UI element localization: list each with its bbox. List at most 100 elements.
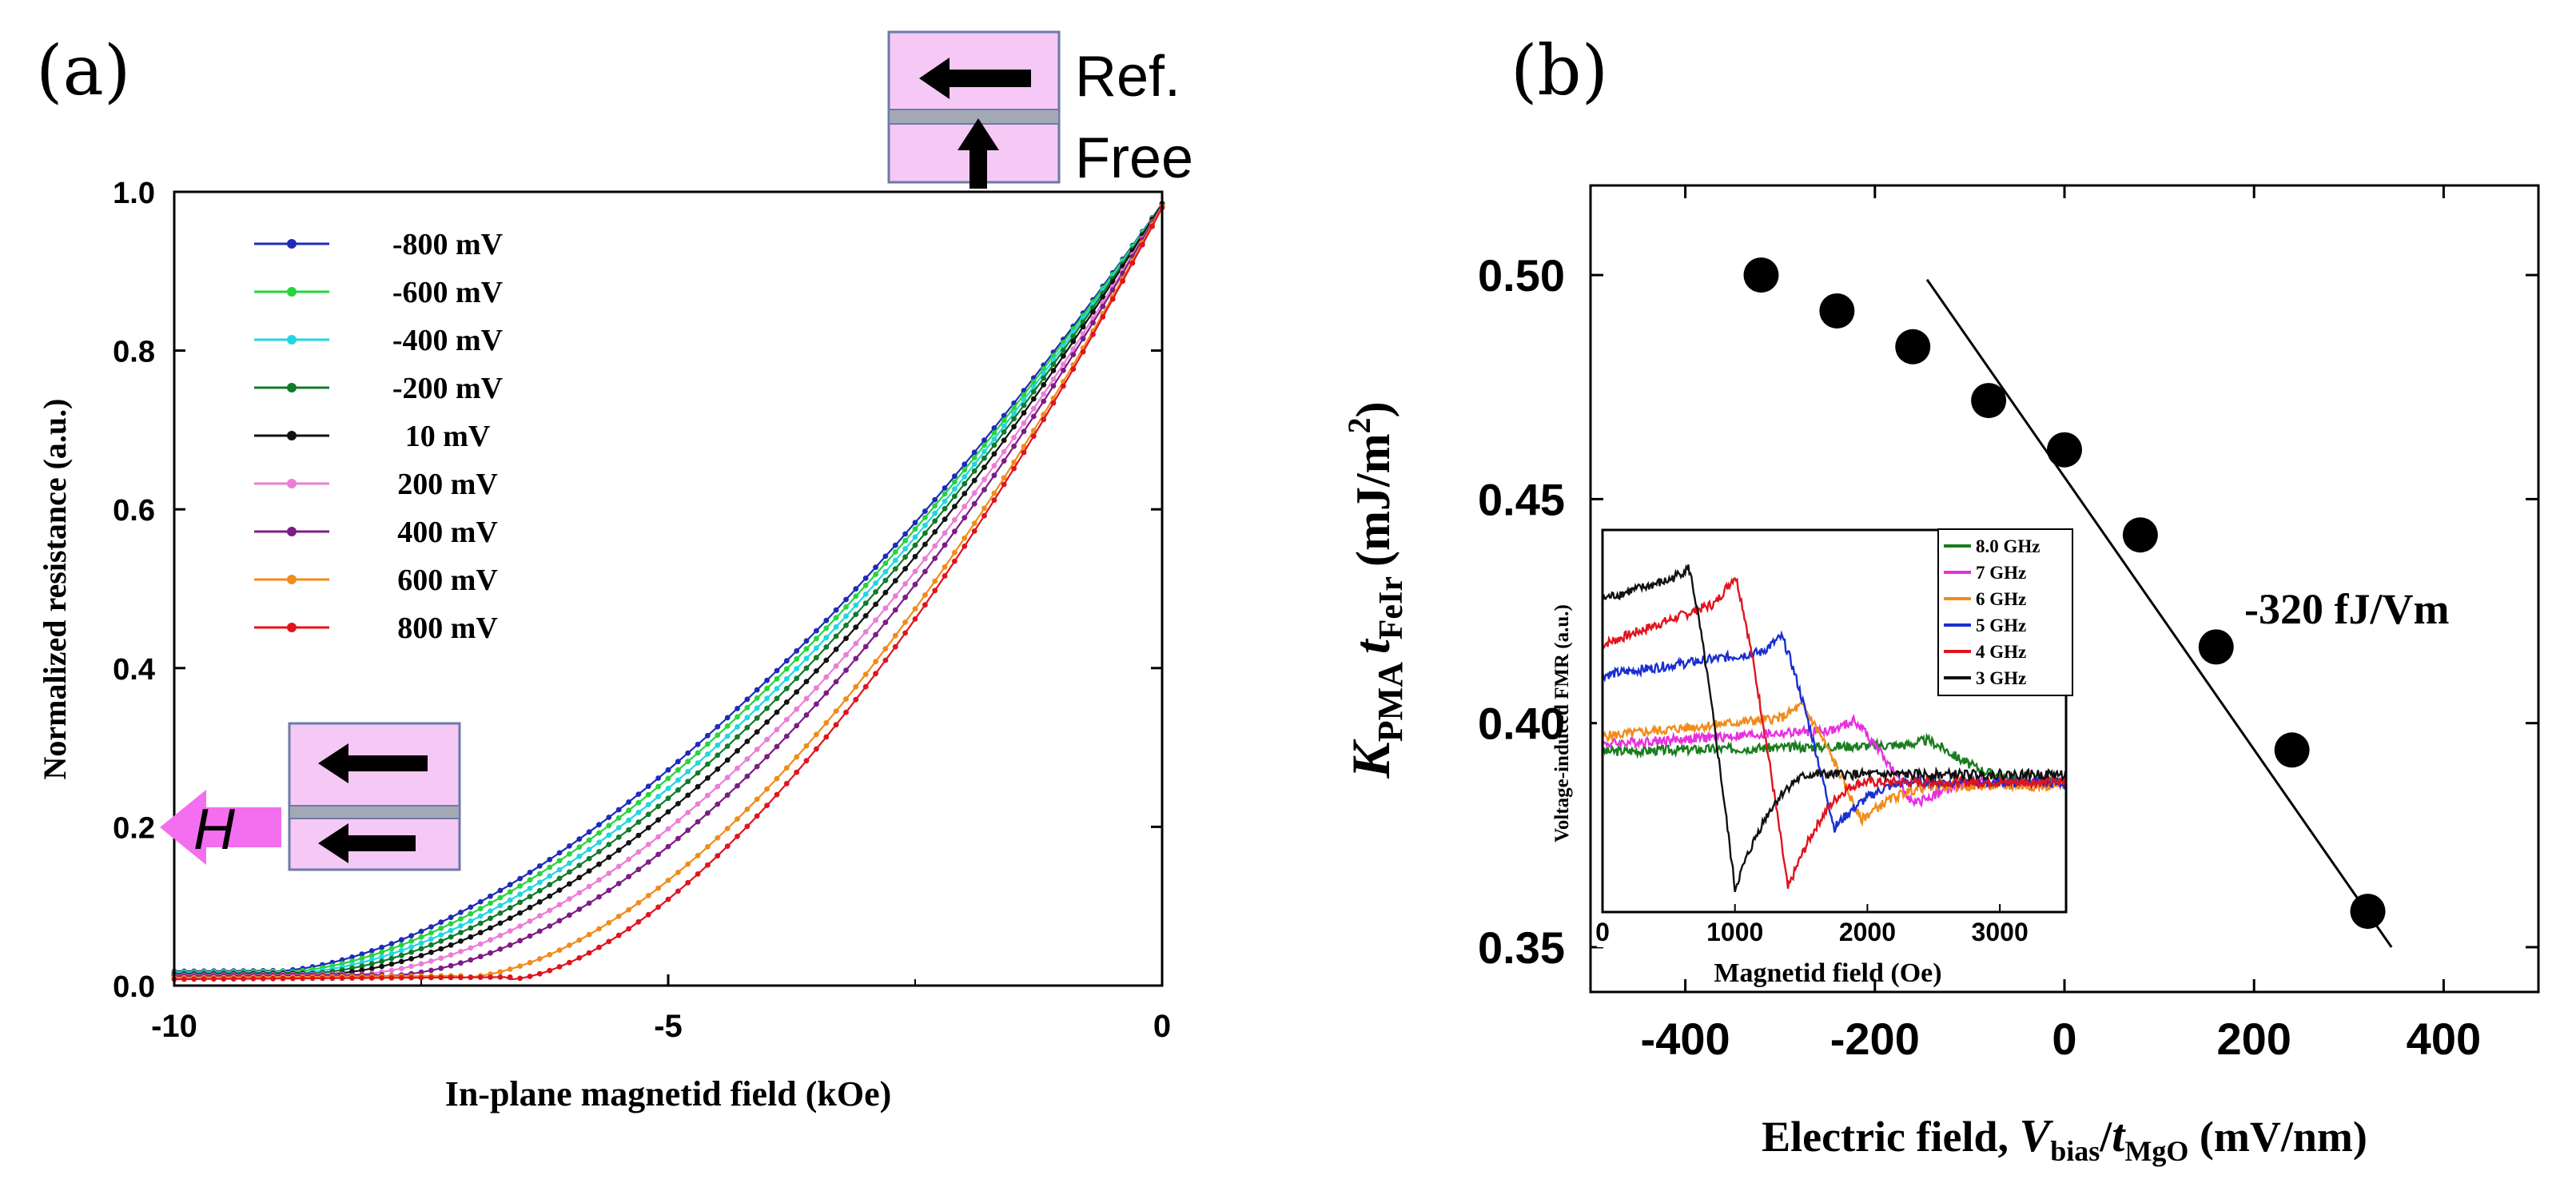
series-point xyxy=(981,442,987,448)
series-point xyxy=(556,964,563,970)
series-point xyxy=(695,741,701,747)
series-point xyxy=(724,775,731,781)
legend-marker xyxy=(287,335,297,345)
series-point xyxy=(536,956,543,962)
series-point xyxy=(803,638,810,644)
series-point xyxy=(754,747,760,752)
series-point xyxy=(685,768,691,775)
series-point xyxy=(497,887,504,894)
series-point xyxy=(1120,278,1125,285)
series-point xyxy=(952,549,958,556)
series-point xyxy=(744,823,751,830)
series-point xyxy=(695,783,701,790)
series-point xyxy=(1021,444,1027,449)
series-point xyxy=(655,783,661,790)
series-point xyxy=(488,925,493,931)
series-point xyxy=(892,578,898,584)
series-point xyxy=(882,657,889,663)
series-point xyxy=(567,896,572,902)
series-point xyxy=(615,863,622,870)
series-point xyxy=(803,646,810,652)
series-point xyxy=(971,520,977,526)
series-point xyxy=(359,955,365,962)
series-point xyxy=(892,557,898,564)
series-point xyxy=(1011,459,1017,465)
series-point xyxy=(665,826,671,832)
panel-a-y-tick-label: 1.0 xyxy=(113,177,155,210)
series-point xyxy=(814,645,819,651)
series-point xyxy=(606,842,612,847)
series-point xyxy=(527,877,533,883)
series-point xyxy=(735,834,740,839)
panel-a-x-tick-label: -10 xyxy=(151,1009,197,1044)
series-point xyxy=(626,817,631,823)
series-point xyxy=(468,904,474,910)
series-point xyxy=(962,515,968,520)
series-point xyxy=(1021,402,1027,408)
series-point xyxy=(1021,392,1027,398)
series-point xyxy=(576,853,583,859)
series-point xyxy=(547,856,553,862)
series-point xyxy=(902,537,908,544)
legend-item: -800 mV xyxy=(254,228,504,261)
series-point xyxy=(398,937,404,943)
series-point xyxy=(981,505,987,512)
series-point xyxy=(567,851,572,857)
legend-marker xyxy=(287,575,297,584)
fmr-inset: 0 1000 2000 3000 8.0 GHz 7 GHz 6 GHz 5 GHz 4 GH… xyxy=(1551,528,2073,988)
data-point xyxy=(1743,257,1779,293)
series-point xyxy=(735,747,740,754)
series-point xyxy=(309,975,316,982)
series-point xyxy=(507,897,513,903)
series-point xyxy=(764,695,770,702)
series-point xyxy=(715,732,721,739)
series-point xyxy=(586,900,592,906)
series-point xyxy=(705,862,711,868)
series-point xyxy=(379,963,384,970)
series-point xyxy=(221,976,227,982)
legend-marker xyxy=(287,623,297,632)
series-point xyxy=(695,801,701,807)
panel-b-y-ticks: 0.35 0.40 0.45 0.50 xyxy=(1478,250,2538,973)
series-point xyxy=(862,613,869,619)
series-point xyxy=(181,976,187,982)
series-point xyxy=(497,910,504,916)
series-point xyxy=(635,832,642,839)
series-point xyxy=(902,554,908,560)
series-point xyxy=(428,936,434,942)
series-point xyxy=(517,938,523,944)
series-point xyxy=(576,937,583,943)
series-point xyxy=(952,493,958,500)
series-point xyxy=(991,425,997,431)
panel-a-plot-frame xyxy=(173,190,1164,987)
ylabel-sup: 2 xyxy=(1341,417,1377,433)
series-point xyxy=(902,581,908,587)
series-point xyxy=(981,476,987,483)
series-point xyxy=(803,665,810,671)
series-point xyxy=(645,893,651,898)
series-point xyxy=(754,687,760,693)
series-point xyxy=(724,792,731,799)
series-point xyxy=(735,734,740,740)
data-point xyxy=(2122,517,2158,553)
series-point xyxy=(724,826,731,831)
series-point xyxy=(488,974,493,980)
series-point xyxy=(922,530,928,536)
series-point xyxy=(576,862,583,868)
series-point xyxy=(912,616,918,622)
series-point xyxy=(912,526,918,532)
series-point xyxy=(932,503,938,509)
series-point xyxy=(1011,410,1017,416)
series-point xyxy=(586,883,592,890)
series-point xyxy=(201,976,207,982)
series-point xyxy=(379,975,384,981)
series-point xyxy=(388,955,395,962)
series-point xyxy=(695,770,701,776)
series-point xyxy=(556,858,563,864)
series-point xyxy=(754,715,760,721)
series-point xyxy=(576,906,583,912)
series-point xyxy=(833,623,839,630)
series-point xyxy=(862,643,869,650)
series-point xyxy=(1001,417,1007,424)
series-point xyxy=(735,706,740,711)
